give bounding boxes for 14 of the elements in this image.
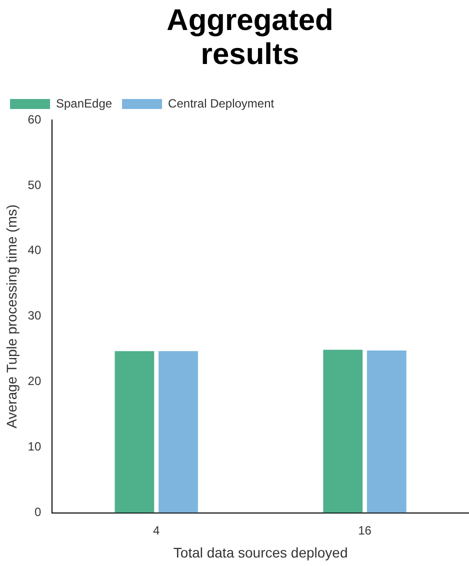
y-tick-label: 60 <box>28 112 42 126</box>
y-tick-label: 40 <box>28 243 42 258</box>
y-tick-label: 30 <box>28 308 42 323</box>
x-tick-label: 16 <box>358 523 372 538</box>
y-axis-title: Average Tuple processing time (ms) <box>3 204 20 428</box>
x-axis-title: Total data sources deployed <box>173 544 348 560</box>
y-tick-label: 0 <box>34 505 42 520</box>
chart-title: Aggregated results <box>166 4 334 72</box>
legend-label: SpanEdge <box>56 96 112 110</box>
y-tick-label: 20 <box>28 374 42 388</box>
y-tick-label: 10 <box>28 440 42 454</box>
legend-label: Central Deployment <box>168 96 275 110</box>
y-tick-label: 50 <box>28 178 42 192</box>
x-tick-label: 4 <box>153 523 160 538</box>
